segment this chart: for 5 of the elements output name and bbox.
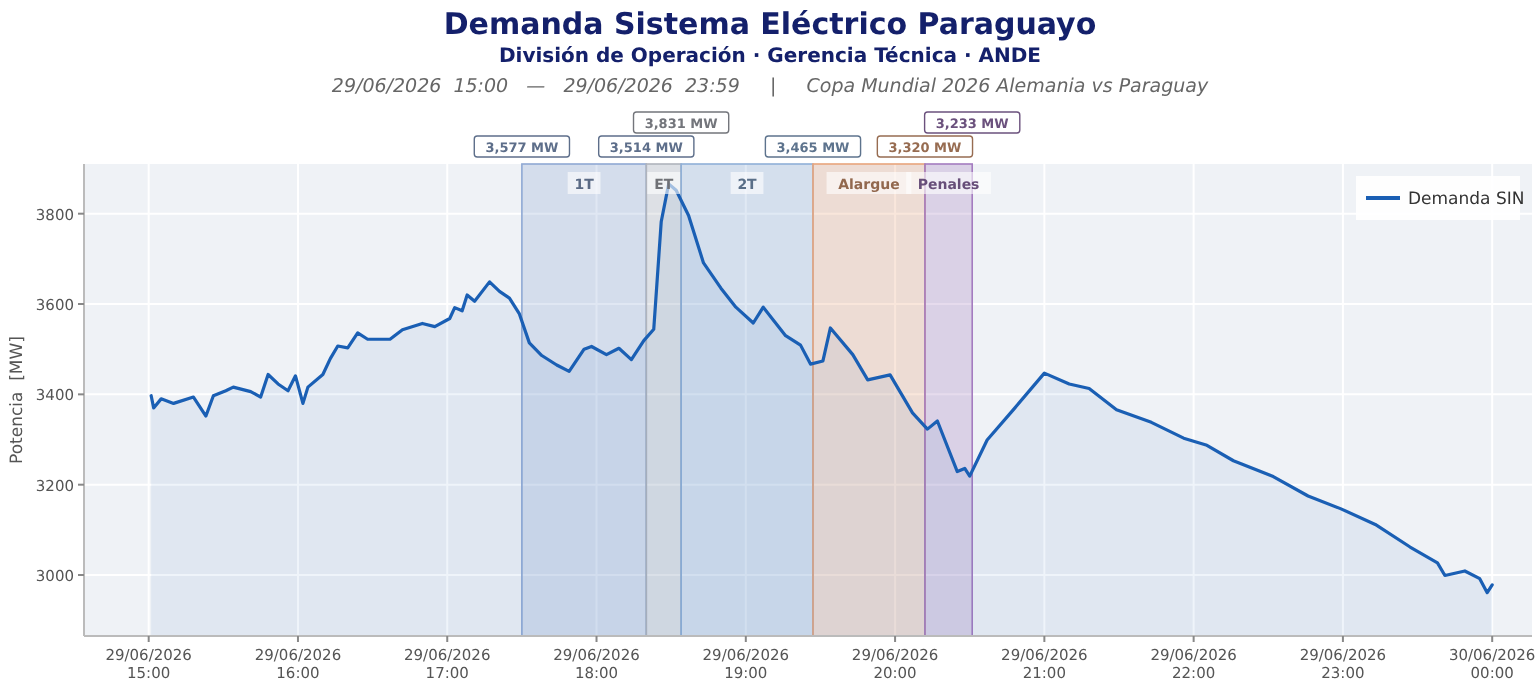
chart-subtitle: División de Operación · Gerencia Técnica · ANDE	[498, 46, 1042, 68]
legend-label: Demanda SIN	[1408, 190, 1525, 210]
text: 29/06/2026 15:00 — 29/06/2026 23:59 | Copa Mundial 2026 Alemania vs Paraguay	[331, 76, 1209, 98]
chart-title: Demanda Sistema Eléctrico Paraguayo	[443, 6, 1097, 42]
y-axis-title: Potencia [MW]	[8, 336, 28, 464]
